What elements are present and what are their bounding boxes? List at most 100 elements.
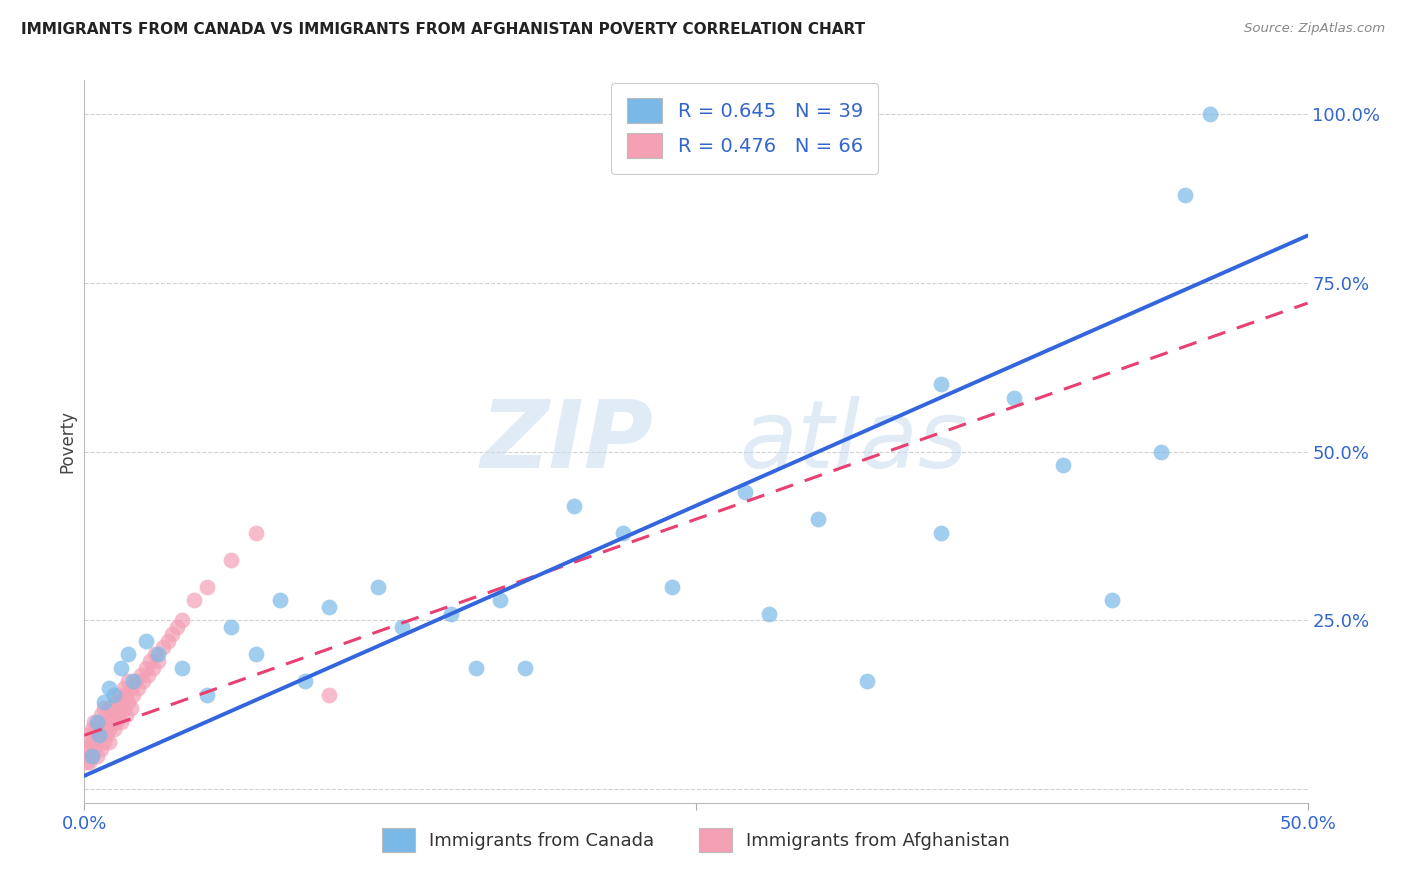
Point xyxy=(1101,593,1123,607)
Point xyxy=(172,614,194,628)
Point xyxy=(83,728,105,742)
Point xyxy=(117,694,139,708)
Point xyxy=(929,377,952,392)
Point xyxy=(93,735,115,749)
Point xyxy=(129,667,152,681)
Point xyxy=(612,525,634,540)
Point xyxy=(115,688,138,702)
Point xyxy=(103,722,125,736)
Point xyxy=(734,485,756,500)
Point xyxy=(464,661,486,675)
Point xyxy=(77,756,100,770)
Point xyxy=(807,512,830,526)
Point xyxy=(105,714,128,729)
Point xyxy=(76,741,98,756)
Point xyxy=(758,607,780,621)
Text: Source: ZipAtlas.com: Source: ZipAtlas.com xyxy=(1244,22,1385,36)
Text: atlas: atlas xyxy=(738,396,967,487)
Point xyxy=(100,714,122,729)
Point xyxy=(115,708,138,723)
Point xyxy=(172,661,194,675)
Point xyxy=(87,714,110,729)
Point xyxy=(245,647,267,661)
Point xyxy=(152,640,174,655)
Point xyxy=(127,681,149,695)
Point xyxy=(122,688,145,702)
Point xyxy=(80,722,103,736)
Y-axis label: Poverty: Poverty xyxy=(58,410,76,473)
Point xyxy=(77,741,100,756)
Point xyxy=(83,741,105,756)
Point xyxy=(93,694,115,708)
Point xyxy=(97,701,120,715)
Point xyxy=(391,620,413,634)
Point xyxy=(86,748,108,763)
Point xyxy=(105,694,128,708)
Point xyxy=(90,741,112,756)
Point xyxy=(93,701,115,715)
Point xyxy=(367,580,389,594)
Point xyxy=(1174,188,1197,202)
Point xyxy=(97,681,120,695)
Point xyxy=(90,708,112,723)
Point xyxy=(1052,458,1074,472)
Point xyxy=(219,552,242,566)
Point xyxy=(97,735,120,749)
Point xyxy=(103,708,125,723)
Point xyxy=(156,633,179,648)
Point xyxy=(489,593,512,607)
Point xyxy=(103,688,125,702)
Point xyxy=(112,681,135,695)
Point xyxy=(856,674,879,689)
Point xyxy=(440,607,463,621)
Point xyxy=(97,722,120,736)
Point xyxy=(117,674,139,689)
Point xyxy=(117,647,139,661)
Point xyxy=(132,674,155,689)
Point xyxy=(661,580,683,594)
Point xyxy=(112,701,135,715)
Point xyxy=(146,654,169,668)
Point xyxy=(183,593,205,607)
Point xyxy=(90,728,112,742)
Point xyxy=(86,722,108,736)
Point xyxy=(107,708,129,723)
Point xyxy=(269,593,291,607)
Point xyxy=(1002,391,1025,405)
Point xyxy=(1150,444,1173,458)
Text: ZIP: ZIP xyxy=(481,395,654,488)
Point xyxy=(135,661,157,675)
Point xyxy=(80,748,103,763)
Text: IMMIGRANTS FROM CANADA VS IMMIGRANTS FROM AFGHANISTAN POVERTY CORRELATION CHART: IMMIGRANTS FROM CANADA VS IMMIGRANTS FRO… xyxy=(21,22,865,37)
Point xyxy=(166,620,188,634)
Point xyxy=(219,620,242,634)
Legend: Immigrants from Canada, Immigrants from Afghanistan: Immigrants from Canada, Immigrants from … xyxy=(375,822,1017,859)
Point xyxy=(87,728,110,742)
Point xyxy=(87,728,110,742)
Point xyxy=(294,674,316,689)
Point xyxy=(96,728,118,742)
Point xyxy=(929,525,952,540)
Point xyxy=(76,756,98,770)
Point xyxy=(86,714,108,729)
Point xyxy=(125,674,148,689)
Point xyxy=(100,701,122,715)
Point xyxy=(110,661,132,675)
Point xyxy=(245,525,267,540)
Point xyxy=(318,688,340,702)
Point xyxy=(162,627,184,641)
Point xyxy=(96,714,118,729)
Point xyxy=(146,647,169,661)
Point xyxy=(77,728,100,742)
Point xyxy=(122,674,145,689)
Point xyxy=(80,735,103,749)
Point xyxy=(83,714,105,729)
Point xyxy=(110,694,132,708)
Point xyxy=(143,647,166,661)
Point xyxy=(107,688,129,702)
Point xyxy=(1198,107,1220,121)
Point xyxy=(120,681,142,695)
Point xyxy=(139,654,162,668)
Point xyxy=(513,661,536,675)
Point xyxy=(135,633,157,648)
